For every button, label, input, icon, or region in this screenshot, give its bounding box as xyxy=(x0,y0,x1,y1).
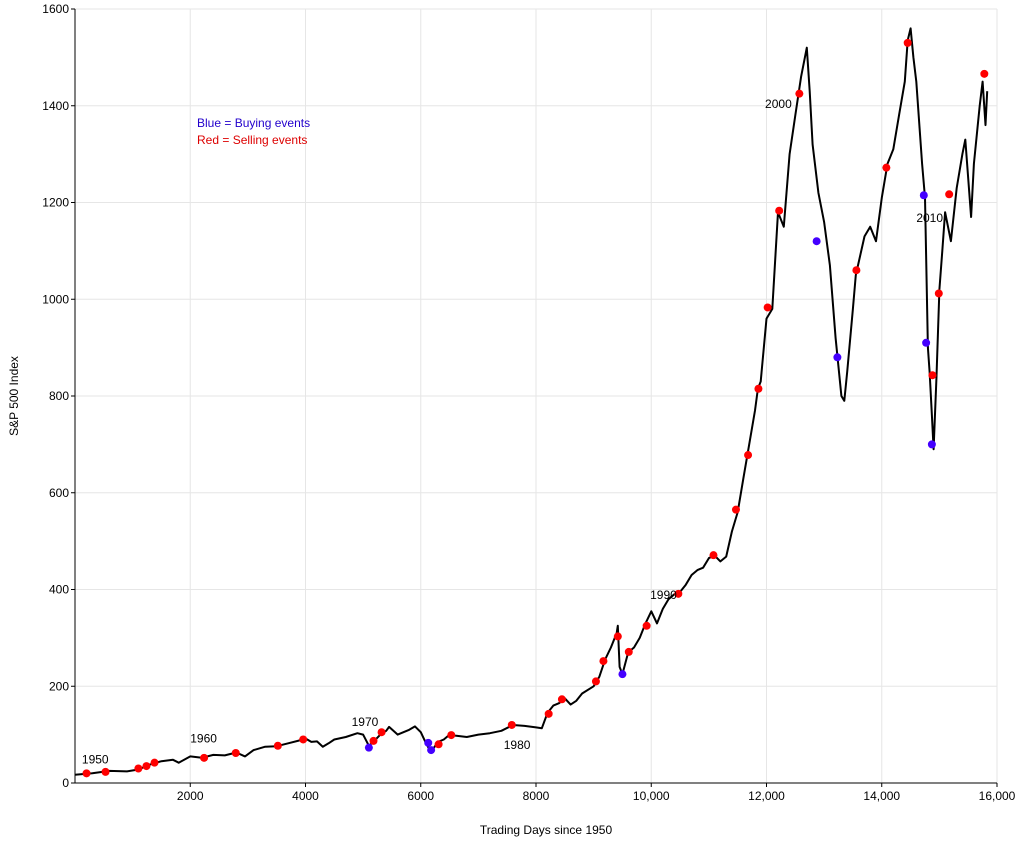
y-tick-label: 1200 xyxy=(42,196,69,210)
year-annotation: 1960 xyxy=(190,731,217,745)
selling-event-marker xyxy=(101,767,110,776)
buying-event-marker xyxy=(812,237,821,246)
selling-event-marker xyxy=(775,206,784,215)
selling-event-marker xyxy=(507,720,516,729)
selling-event-marker xyxy=(945,190,954,199)
x-tick-label: 4000 xyxy=(292,789,319,803)
selling-event-marker xyxy=(731,505,740,514)
y-tick-label: 800 xyxy=(49,389,69,403)
y-tick-label: 200 xyxy=(49,679,69,693)
year-annotation: 1990 xyxy=(650,588,677,602)
selling-event-marker xyxy=(928,371,937,380)
event-markers xyxy=(82,38,989,778)
legend-buying: Blue = Buying events xyxy=(197,116,310,130)
year-annotation: 1970 xyxy=(352,715,379,729)
selling-event-marker xyxy=(599,657,608,666)
selling-event-marker xyxy=(744,451,753,460)
selling-event-marker xyxy=(544,709,553,718)
selling-event-marker xyxy=(591,677,600,686)
selling-event-marker xyxy=(763,303,772,312)
selling-event-marker xyxy=(377,728,386,737)
selling-event-marker xyxy=(134,764,143,773)
selling-event-marker xyxy=(231,749,240,758)
buying-event-marker xyxy=(919,191,928,200)
selling-event-marker xyxy=(980,69,989,78)
x-tick-label: 6000 xyxy=(407,789,434,803)
selling-event-marker xyxy=(795,89,804,98)
selling-event-marker xyxy=(903,38,912,47)
y-tick-label: 0 xyxy=(62,776,69,790)
selling-event-marker xyxy=(709,551,718,560)
y-tick-label: 1000 xyxy=(42,292,69,306)
year-annotation: 2000 xyxy=(765,97,792,111)
y-tick-label: 400 xyxy=(49,583,69,597)
buying-event-marker xyxy=(833,353,842,362)
selling-event-marker xyxy=(613,632,622,641)
selling-event-marker xyxy=(642,621,651,630)
selling-event-marker xyxy=(934,289,943,298)
x-tick-label: 10,000 xyxy=(633,789,670,803)
x-tick-label: 8000 xyxy=(523,789,550,803)
selling-event-marker xyxy=(82,769,91,778)
buying-event-marker xyxy=(618,670,627,679)
x-tick-label: 14,000 xyxy=(863,789,900,803)
selling-event-marker xyxy=(674,589,683,598)
index-series-line xyxy=(74,27,989,776)
x-tick-label: 16,000 xyxy=(979,789,1016,803)
selling-event-marker xyxy=(299,735,308,744)
y-tick-label: 600 xyxy=(49,486,69,500)
y-ticks: 0 200 400 600 800 1000 1200 1400 1600 xyxy=(42,2,75,790)
year-annotation: 1980 xyxy=(504,738,531,752)
gridlines xyxy=(75,8,998,783)
selling-event-marker xyxy=(447,731,456,740)
buying-event-marker xyxy=(364,743,373,752)
buying-event-marker xyxy=(922,338,931,347)
x-tick-label: 2000 xyxy=(177,789,204,803)
x-tick-label: 12,000 xyxy=(748,789,785,803)
buying-event-marker xyxy=(427,746,436,755)
year-annotation: 2010 xyxy=(916,211,943,225)
y-tick-label: 1600 xyxy=(42,2,69,16)
selling-event-marker xyxy=(754,384,763,393)
selling-event-marker xyxy=(150,758,159,767)
legend: Blue = Buying events Red = Selling event… xyxy=(197,116,310,147)
buying-event-marker xyxy=(424,738,433,747)
selling-event-marker xyxy=(852,266,861,275)
buying-event-marker xyxy=(927,440,936,449)
year-annotation: 1950 xyxy=(82,753,109,767)
x-axis-title: Trading Days since 1950 xyxy=(480,823,613,837)
selling-event-marker xyxy=(434,740,443,749)
selling-event-marker xyxy=(369,736,378,745)
y-tick-label: 1400 xyxy=(42,99,69,113)
selling-event-marker xyxy=(273,741,282,750)
year-annotations: 1950 1960 1970 1980 1990 2000 2010 xyxy=(82,97,943,766)
selling-event-marker xyxy=(624,647,633,656)
selling-event-marker xyxy=(557,695,566,704)
x-ticks: 2000 4000 6000 8000 10,000 12,000 14,000 16,000 xyxy=(177,783,1016,803)
selling-event-marker xyxy=(200,753,209,762)
y-axis-title: S&P 500 Index xyxy=(7,356,21,436)
selling-event-marker xyxy=(142,762,151,771)
selling-event-marker xyxy=(882,163,891,172)
legend-selling: Red = Selling events xyxy=(197,133,307,147)
